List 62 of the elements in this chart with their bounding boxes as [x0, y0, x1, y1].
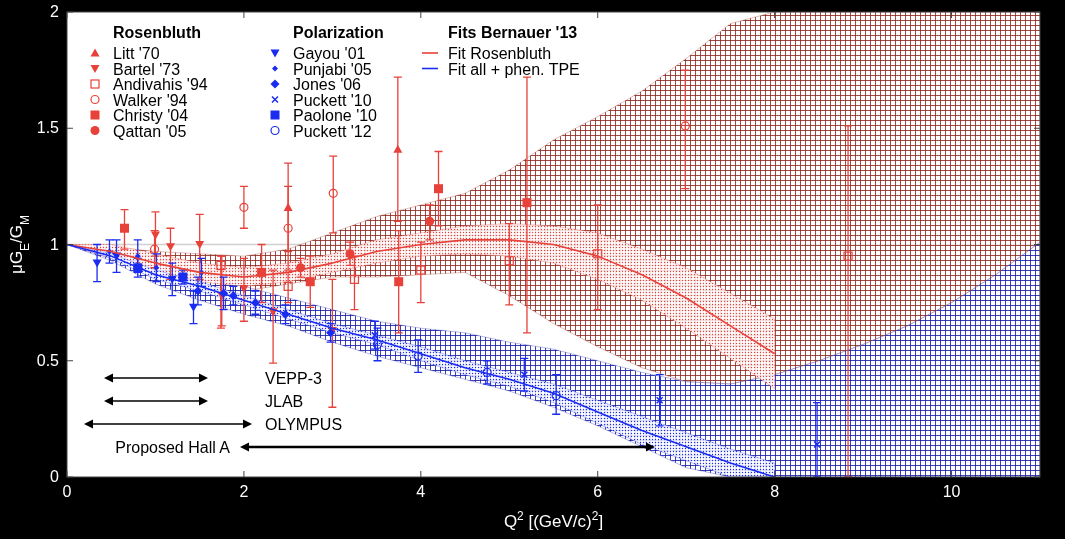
point [416, 265, 426, 275]
legend-label: Andivahis '94 [113, 76, 208, 93]
y-tick-label: 1.5 [36, 119, 60, 137]
x-tick-label: 4 [416, 483, 426, 500]
legend-label: Jones '06 [293, 76, 362, 93]
annotation: OLYMPUS [265, 416, 343, 433]
point [195, 240, 205, 249]
legend-label: Bartel '73 [113, 60, 181, 78]
point [551, 391, 561, 401]
point [239, 285, 249, 294]
legend-label: Fit Rosenbluth [448, 45, 552, 62]
point [425, 216, 435, 226]
point [149, 244, 160, 254]
point [371, 331, 379, 339]
legend-label: Paolone '10 [293, 107, 378, 124]
y-tick-label: 0 [50, 468, 60, 485]
point [393, 144, 403, 153]
legend-label: Litt '70 [113, 45, 160, 62]
point [482, 367, 492, 377]
point [349, 274, 360, 284]
point [372, 339, 383, 350]
point [239, 202, 249, 212]
point [283, 281, 293, 291]
point [153, 264, 160, 271]
point [328, 188, 338, 198]
point [120, 223, 129, 233]
point [504, 256, 514, 266]
y-tick-label: 1 [50, 235, 60, 253]
x-tick-label: 2 [239, 483, 249, 500]
text: Fits Bernauer '13 [448, 24, 578, 41]
legend-label: Walker '94 [113, 91, 188, 109]
x-tick-label: 0 [62, 483, 72, 500]
annotation: JLAB [265, 393, 304, 410]
point [283, 223, 293, 233]
x-tick-label: 8 [770, 483, 780, 500]
text: Polarization [293, 24, 384, 41]
legend-label: Puckett '12 [293, 122, 372, 140]
y-tick-label: 2 [50, 3, 60, 20]
legend-label: Puckett '10 [293, 91, 372, 109]
point [413, 351, 423, 361]
x-tick-label: 6 [593, 483, 603, 500]
point [522, 198, 532, 208]
point [193, 286, 203, 296]
point [843, 251, 853, 261]
point [305, 277, 315, 287]
point [434, 184, 444, 194]
x-tick-label: 10 [942, 483, 961, 500]
point [345, 249, 355, 259]
point [394, 277, 404, 287]
legend-label: Christy '04 [113, 107, 189, 124]
text: Rosenbluth [113, 24, 201, 41]
point [520, 370, 529, 379]
legend-label: Fit all + phen. TPE [448, 60, 580, 78]
annotation: VEPP-3 [265, 370, 323, 387]
y-tick-label: 0.5 [36, 351, 60, 369]
x-axis-title: Q$^{2}$ [(GeV/c)$^{2}$] [503, 509, 604, 531]
point [216, 260, 226, 271]
point [593, 249, 603, 259]
point [680, 121, 690, 131]
legend-label: Gayou '01 [293, 45, 366, 62]
point [165, 243, 175, 252]
annotation: Proposed Hall A [115, 439, 231, 456]
